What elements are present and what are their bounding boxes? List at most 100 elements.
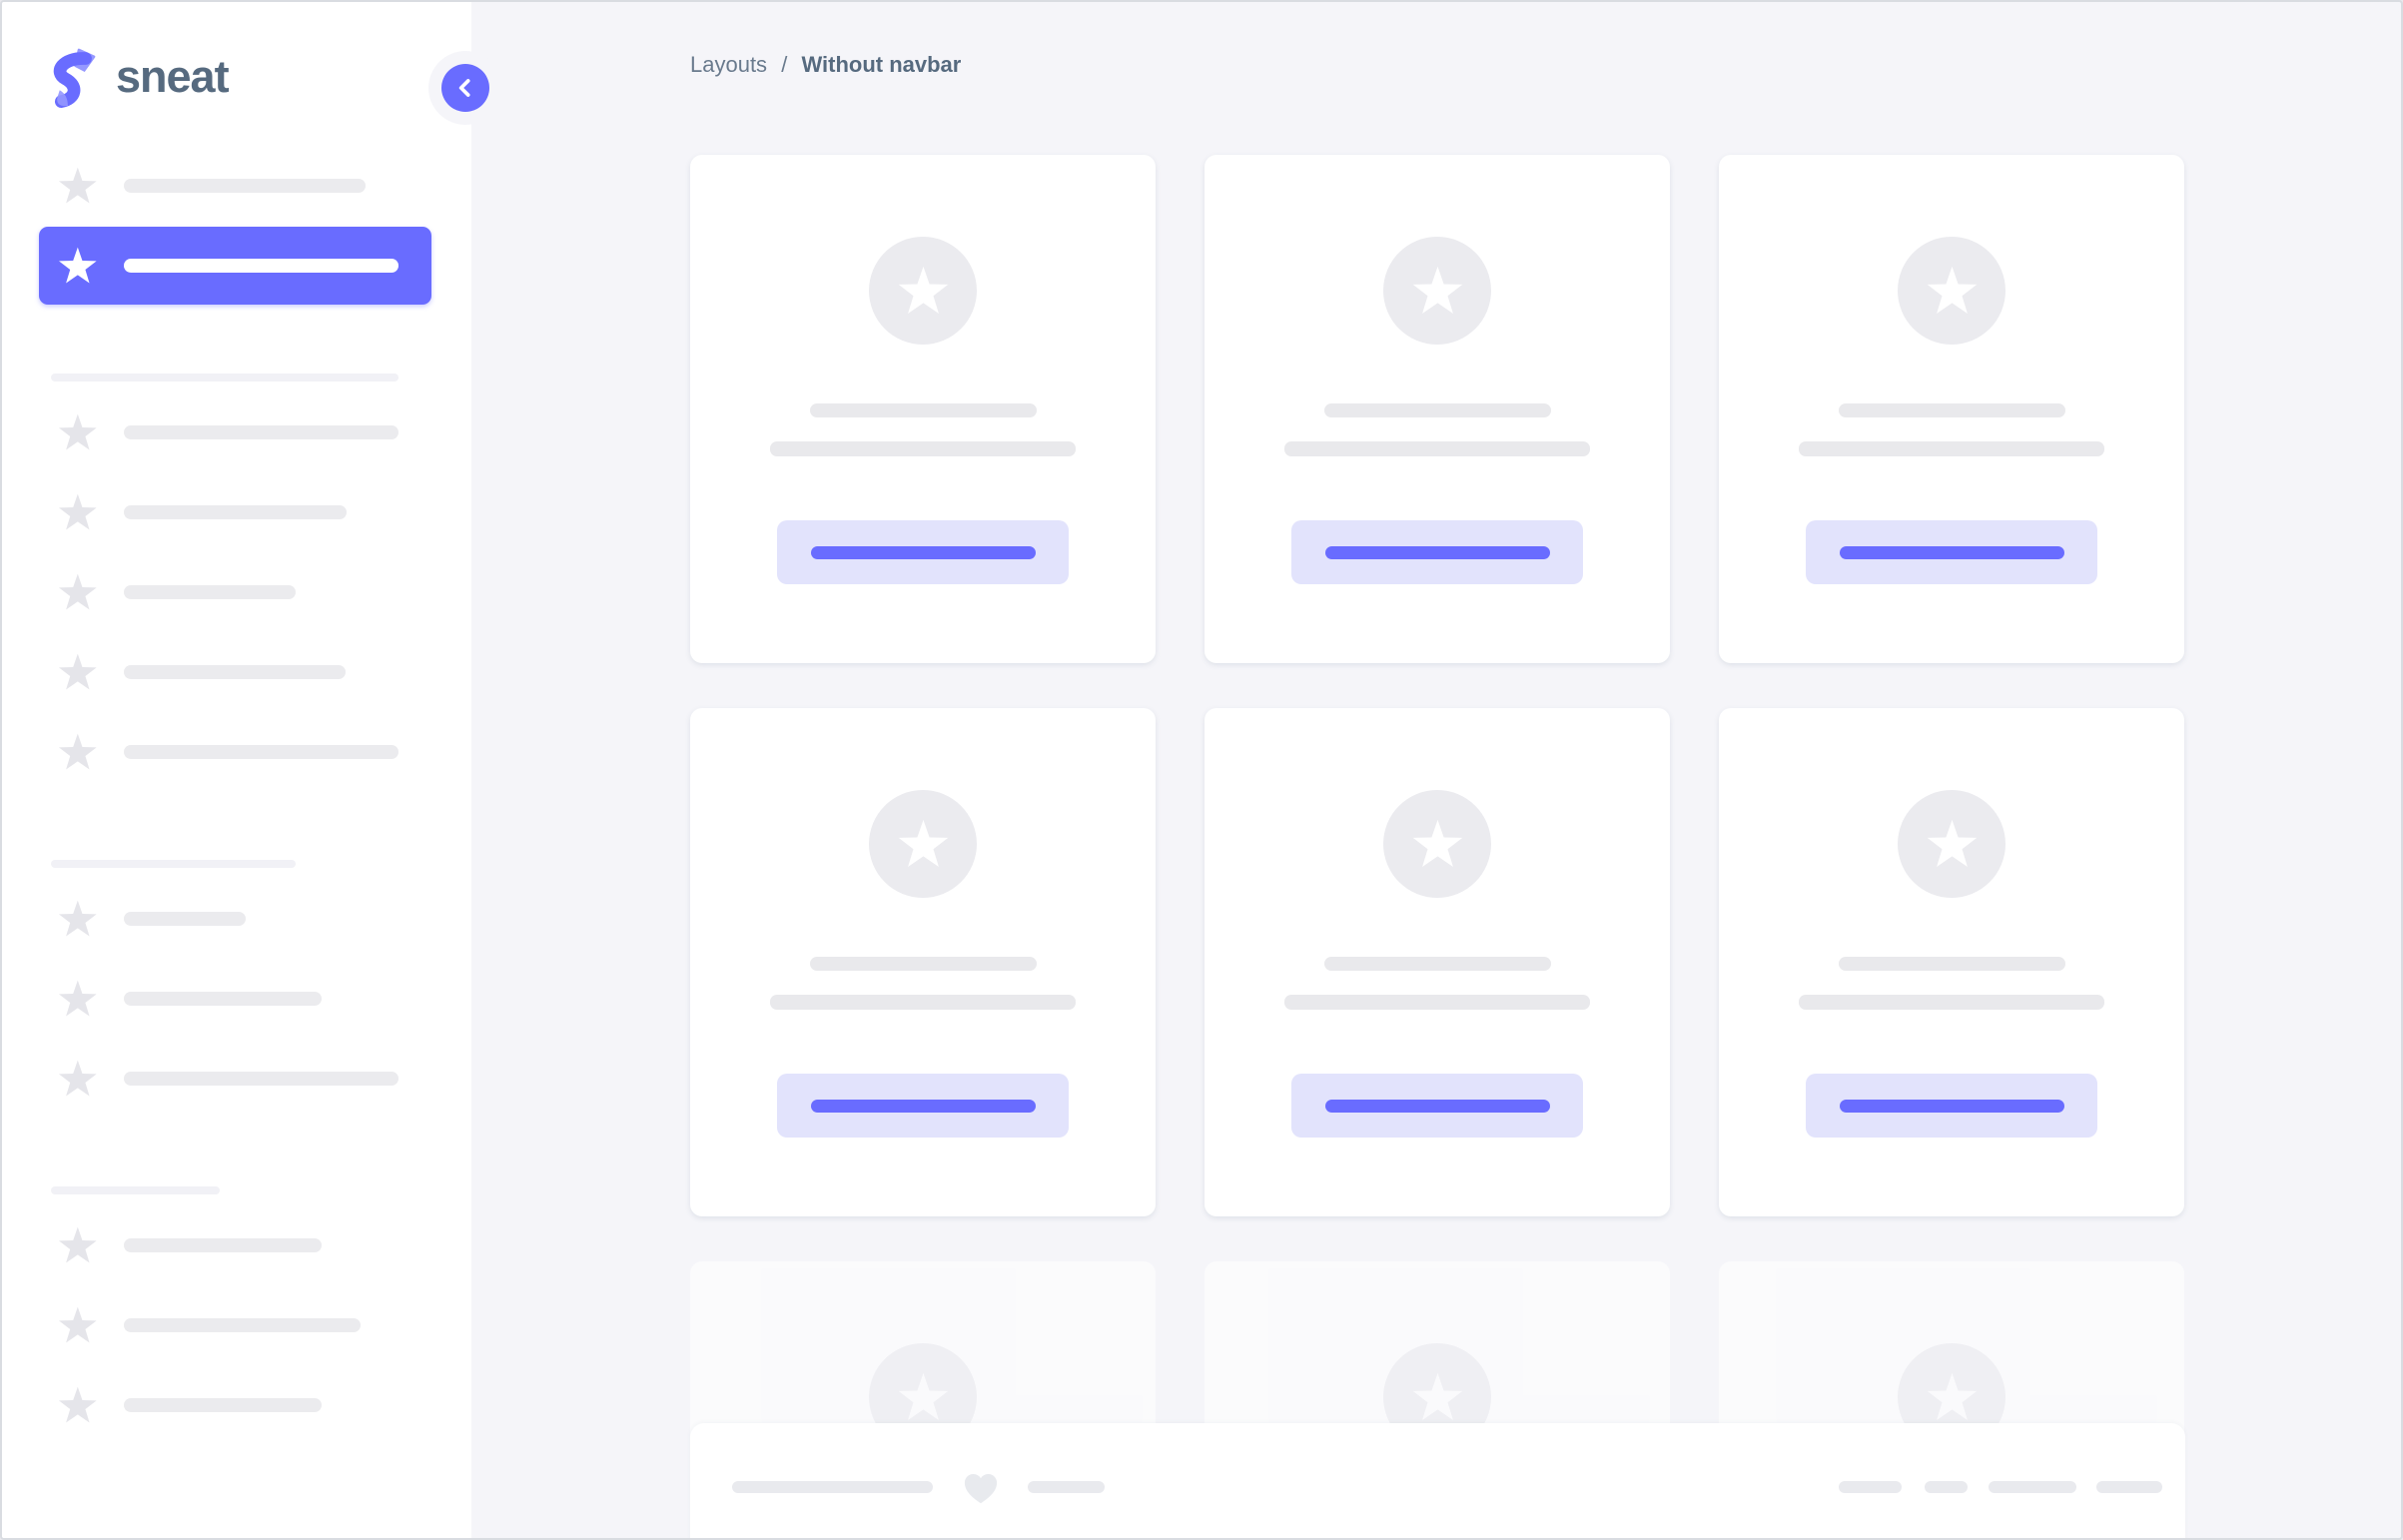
star-avatar	[869, 237, 977, 345]
star-avatar	[1898, 237, 2005, 345]
section-title-bar	[51, 374, 399, 382]
star-icon	[58, 573, 97, 610]
star-icon	[58, 247, 98, 285]
button-skeleton[interactable]	[777, 1074, 1069, 1138]
main-content: Layouts / Without navbar	[471, 2, 2401, 1538]
subtitle-skeleton-bar	[1799, 995, 2104, 1010]
sidebar-item[interactable]	[2, 1285, 471, 1365]
star-icon	[58, 1306, 98, 1344]
sidebar-menu	[2, 2, 471, 1445]
subtitle-skeleton-bar	[1284, 995, 1590, 1010]
button-skeleton[interactable]	[1806, 520, 2097, 584]
sidebar-item[interactable]	[2, 1205, 471, 1285]
sidebar-item[interactable]	[2, 712, 471, 792]
footer-skeleton-bar	[1925, 1480, 1968, 1493]
star-icon	[1927, 1372, 1977, 1421]
breadcrumb-section-link[interactable]: Layouts	[690, 52, 768, 77]
menu-label-skeleton-bar	[124, 1072, 399, 1086]
button-label-skeleton-bar	[1839, 1099, 2064, 1113]
menu-label-skeleton-bar	[124, 505, 347, 519]
star-icon	[58, 900, 97, 937]
menu-label-skeleton-bar	[124, 179, 366, 193]
footer-skeleton-bar	[732, 1480, 933, 1493]
title-skeleton-bar	[1323, 403, 1551, 417]
sidebar-item[interactable]	[2, 392, 471, 472]
star-avatar	[869, 790, 977, 898]
footer-skeleton-bar	[1989, 1480, 2076, 1493]
star-icon	[58, 493, 97, 530]
section-title-bar	[51, 1186, 220, 1194]
star-icon	[58, 493, 98, 531]
subtitle-skeleton-bar	[770, 995, 1076, 1010]
star-icon	[58, 653, 97, 690]
star-icon	[1927, 819, 1977, 868]
star-icon	[58, 1386, 98, 1424]
button-label-skeleton-bar	[810, 545, 1036, 559]
sidebar-item[interactable]	[2, 959, 471, 1039]
chevron-left-icon	[458, 79, 470, 97]
star-avatar	[1383, 790, 1491, 898]
button-skeleton[interactable]	[1806, 1074, 2097, 1138]
footer-skeleton-bar	[2096, 1480, 2162, 1493]
star-icon	[58, 167, 98, 205]
sidebar-item[interactable]	[2, 1365, 471, 1445]
skeleton-card	[690, 155, 1156, 663]
button-label-skeleton-bar	[1324, 1099, 1550, 1113]
breadcrumb-current: Without navbar	[801, 52, 962, 77]
sneat-logo-icon	[53, 48, 96, 108]
button-skeleton[interactable]	[777, 520, 1069, 584]
footer-skeleton-bar	[1028, 1480, 1105, 1493]
menu-label-skeleton-bar	[124, 1238, 322, 1252]
footer-skeleton-bar	[1839, 1480, 1902, 1493]
menu-label-skeleton-bar	[124, 745, 399, 759]
heart-icon	[964, 1473, 998, 1503]
title-skeleton-bar	[1323, 957, 1551, 971]
menu-label-skeleton-bar	[124, 259, 399, 273]
star-icon	[1412, 266, 1462, 315]
menu-label-skeleton-bar	[124, 1318, 361, 1332]
brand-name: sneat	[116, 51, 230, 102]
star-icon	[898, 1372, 948, 1421]
footer	[690, 1423, 2185, 1538]
footer-right-group	[1839, 1480, 2162, 1493]
footer-left-group	[732, 1466, 1105, 1508]
star-icon	[58, 413, 98, 451]
star-icon	[58, 653, 98, 691]
sidebar-item[interactable]	[2, 632, 471, 712]
star-icon	[58, 1060, 98, 1098]
sidebar-item-active[interactable]	[2, 226, 471, 306]
star-icon	[58, 167, 97, 204]
title-skeleton-bar	[1838, 957, 2065, 971]
breadcrumb-separator: /	[781, 52, 788, 77]
title-skeleton-bar	[809, 957, 1037, 971]
sidebar-item[interactable]	[2, 146, 471, 226]
skeleton-card	[690, 708, 1156, 1216]
star-icon	[1412, 1372, 1462, 1421]
skeleton-card	[1204, 155, 1670, 663]
breadcrumb: Layouts / Without navbar	[690, 52, 961, 78]
star-avatar	[1383, 237, 1491, 345]
star-icon	[58, 413, 97, 450]
star-icon	[898, 266, 948, 315]
button-skeleton[interactable]	[1291, 520, 1583, 584]
star-icon	[58, 1226, 97, 1263]
title-skeleton-bar	[809, 403, 1037, 417]
star-icon	[58, 247, 97, 284]
sidebar-item[interactable]	[2, 472, 471, 552]
collapse-button-circle	[441, 64, 489, 112]
sidebar-item[interactable]	[2, 1039, 471, 1119]
star-avatar	[1898, 790, 2005, 898]
star-icon	[58, 1386, 97, 1423]
button-label-skeleton-bar	[810, 1099, 1036, 1113]
menu-label-skeleton-bar	[124, 665, 346, 679]
subtitle-skeleton-bar	[770, 441, 1076, 456]
star-icon	[58, 1060, 97, 1097]
skeleton-card	[1719, 708, 2184, 1216]
sidebar-collapse-button[interactable]	[428, 51, 502, 125]
sidebar-item[interactable]	[2, 552, 471, 632]
menu-label-skeleton-bar	[124, 585, 296, 599]
skeleton-card	[1204, 708, 1670, 1216]
sidebar-item[interactable]	[2, 879, 471, 959]
button-skeleton[interactable]	[1291, 1074, 1583, 1138]
